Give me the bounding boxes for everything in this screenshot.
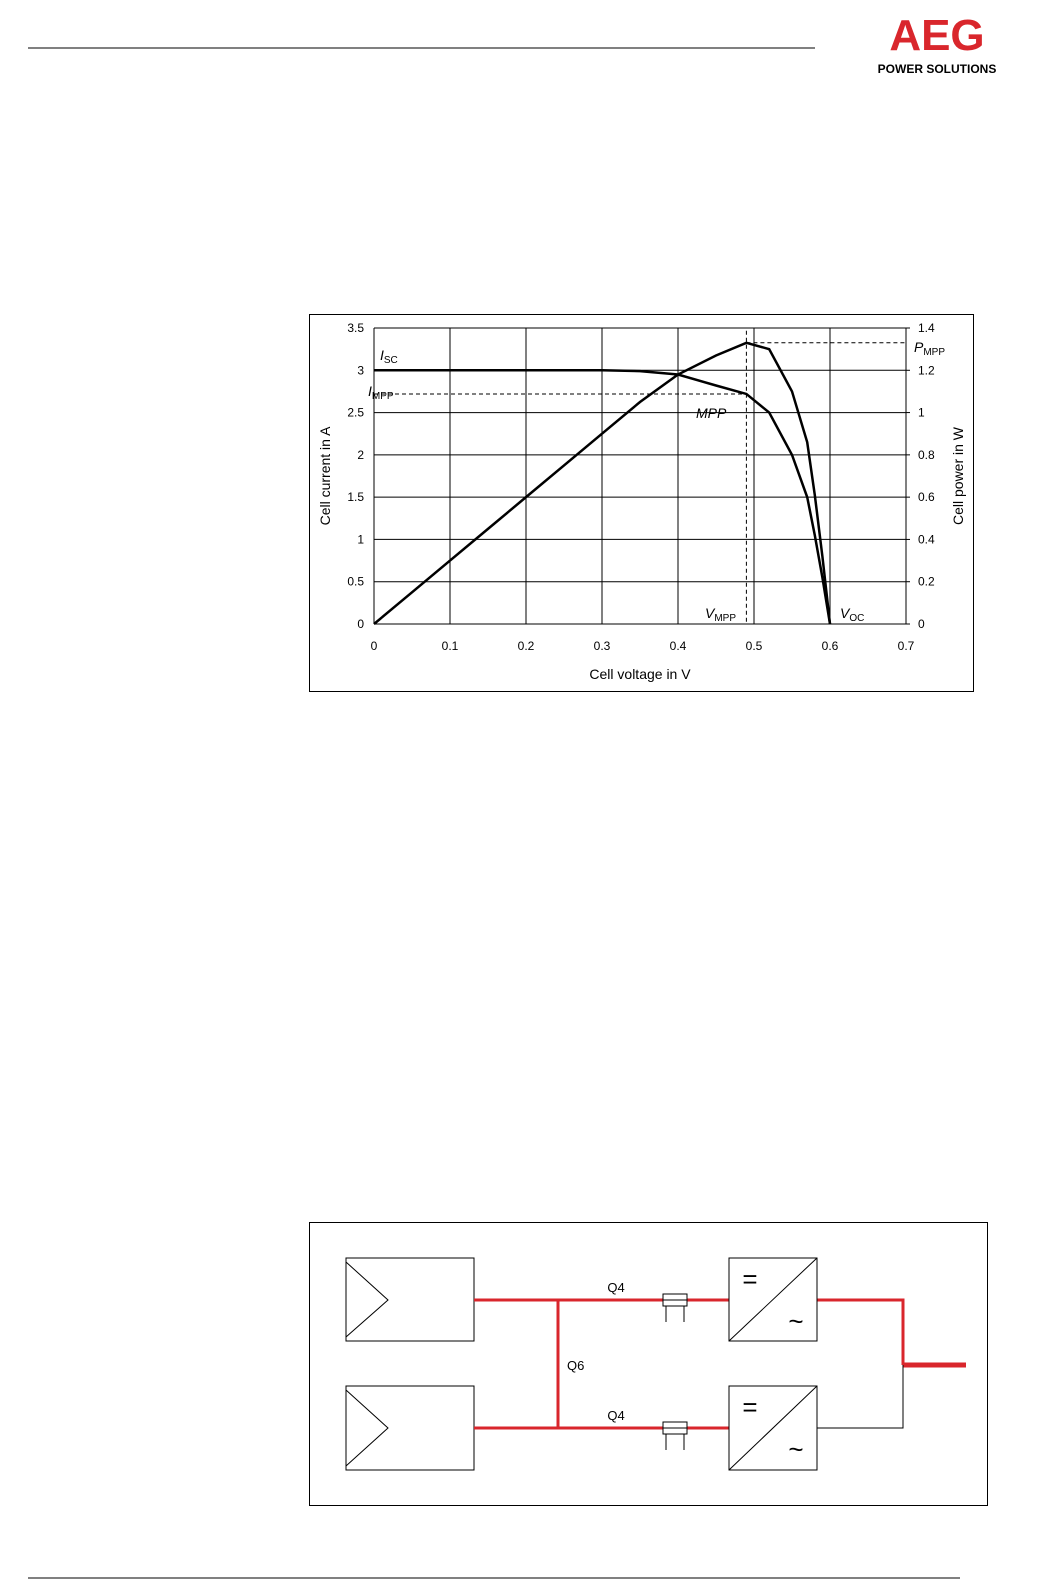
inverter: = ~ = ~ [728, 1257, 818, 1471]
annotation-subscript: MPP [372, 391, 394, 402]
y-axis-label: Cell current in A [317, 426, 333, 525]
y-tick-label: 2 [357, 448, 364, 462]
annotation-subscript: MPP [923, 347, 945, 358]
diagram: = ~ = ~ Q4 Q6 Q4 [309, 1222, 988, 1506]
switch-label: Q4 [607, 1408, 624, 1423]
y-tick-label: 1.5 [347, 490, 364, 504]
pv-array [345, 1257, 475, 1342]
y2-tick-label: 0 [918, 617, 925, 631]
y2-tick-label: 0.2 [918, 575, 935, 589]
annotation: IMPP [368, 383, 394, 402]
annotation-text: V [705, 605, 716, 621]
y-tick-label: 3 [357, 363, 364, 377]
pv-symbol [345, 1389, 389, 1467]
switch-label: Q4 [607, 1280, 624, 1295]
y-tick-label: 0 [357, 617, 364, 631]
dc-wiring [474, 1298, 966, 1430]
annotation: MPP [696, 405, 727, 421]
x-tick-label: 0.6 [822, 639, 839, 653]
chart-frame [309, 314, 974, 692]
x-tick-label: 0.3 [594, 639, 611, 653]
y2-tick-label: 0.6 [918, 490, 935, 504]
annotation-text: I [380, 347, 384, 363]
diagram-frame [309, 1222, 988, 1506]
y2-tick-label: 1.2 [918, 363, 935, 377]
logo-tagline: POWER SOLUTIONS [878, 62, 997, 76]
pv-symbol [345, 1261, 389, 1338]
x-axis-label: Cell voltage in V [589, 666, 691, 682]
annotation-subscript: MPP [714, 613, 736, 624]
logo: AEG [889, 11, 984, 60]
x-tick-label: 0.7 [898, 639, 915, 653]
annotation: VOC [840, 605, 864, 624]
chart: 0 0.1 0.2 0.3 0.4 0.5 0.6 0.700.511.522.533.500… [317, 321, 966, 682]
annotation-subscript: SC [384, 355, 398, 366]
annotation: PMPP [914, 339, 945, 358]
svg-text:=: = [742, 1264, 757, 1294]
y2-tick-label: 0.4 [918, 532, 935, 546]
fuse [662, 1293, 688, 1450]
annotation: ISC [380, 347, 398, 366]
switch-label: Q6 [567, 1358, 584, 1373]
y2-tick-label: 1.4 [918, 321, 935, 335]
x-tick-label: 0.1 [442, 639, 459, 653]
y-tick-label: 2.5 [347, 406, 364, 420]
y-tick-label: 1 [357, 532, 364, 546]
x-tick-label: 0 [371, 639, 378, 653]
x-tick-label: 0.5 [746, 639, 763, 653]
y2-tick-label: 0.8 [918, 448, 935, 462]
annotation-text: I [368, 383, 372, 399]
svg-text:~: ~ [788, 1306, 803, 1336]
pv-array [345, 1385, 475, 1471]
y2-axis-label: Cell power in W [950, 426, 966, 525]
ac-wiring [817, 1365, 904, 1429]
y2-tick-label: 1 [918, 406, 925, 420]
annotation: VMPP [705, 605, 736, 624]
x-tick-label: 0.2 [518, 639, 535, 653]
annotation-text: V [840, 605, 851, 621]
annotation-text: P [914, 339, 924, 355]
annotation-subscript: OC [849, 613, 864, 624]
svg-text:=: = [742, 1392, 757, 1422]
annotation-text: MPP [696, 405, 727, 421]
y-tick-label: 0.5 [347, 575, 364, 589]
series-line [373, 341, 832, 625]
x-tick-label: 0.4 [670, 639, 687, 653]
svg-text:~: ~ [788, 1434, 803, 1464]
y-tick-label: 3.5 [347, 321, 364, 335]
